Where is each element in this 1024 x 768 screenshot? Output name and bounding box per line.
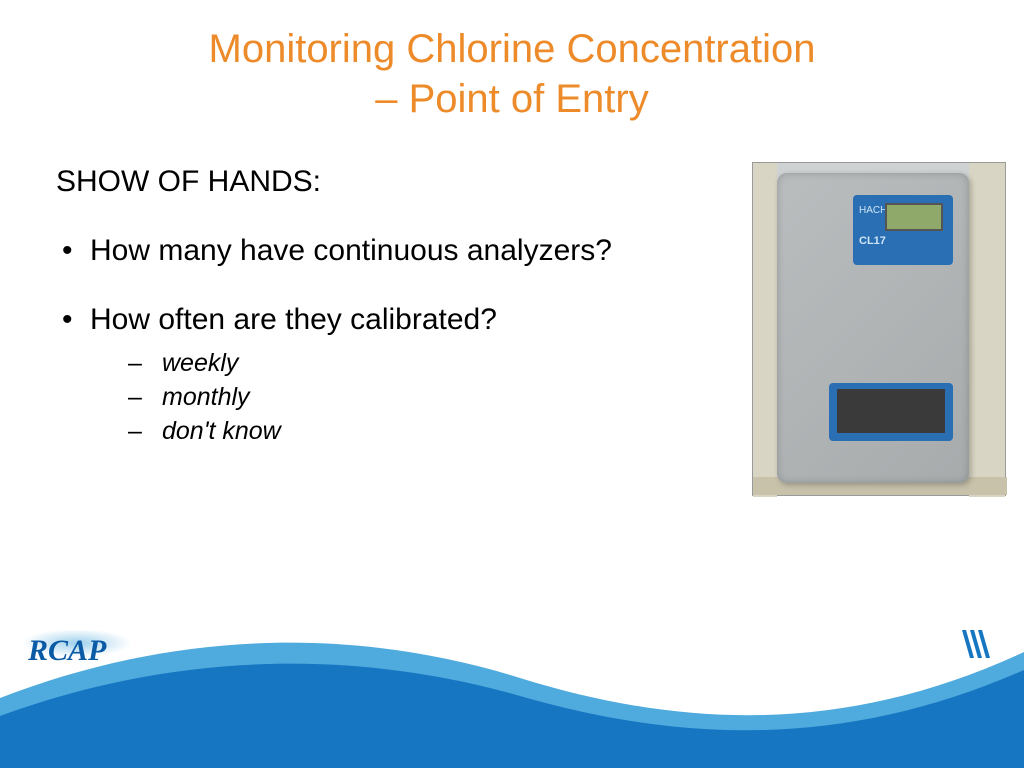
sub-1: weekly [90,347,616,381]
bullet-list: How many have continuous analyzers? How … [56,231,616,448]
bullet-2-text: How often are they calibrated? [90,303,497,336]
device-bottom-panel [829,383,953,441]
lead-text: SHOW OF HANDS: [56,165,616,199]
title-line-2: – Point of Entry [375,77,648,121]
sub-list: weekly monthly don't know [90,347,616,448]
water-drop-logo-icon [952,624,992,664]
rcap-logo: RCAP [28,634,106,668]
device-model: CL17 [859,235,886,247]
bullet-1-text: How many have continuous analyzers? [90,234,612,267]
device-window [837,389,945,433]
wall-left [753,163,777,497]
device-brand: HACH [859,205,887,216]
slide-title: Monitoring Chlorine Concentration – Poin… [0,0,1024,124]
device-top-panel: HACH CL17 [853,195,953,265]
bullet-2: How often are they calibrated? weekly mo… [56,300,616,448]
device-screen [885,203,943,231]
sub-3: don't know [90,415,616,449]
sub-2: monthly [90,381,616,415]
title-line-1: Monitoring Chlorine Concentration [209,27,816,71]
content-body: SHOW OF HANDS: How many have continuous … [56,165,616,478]
footer-wave [0,608,1024,768]
bullet-1: How many have continuous analyzers? [56,231,616,270]
device-photo: HACH CL17 [752,162,1006,496]
wall-right [969,163,1005,497]
analyzer-device: HACH CL17 [777,173,969,483]
